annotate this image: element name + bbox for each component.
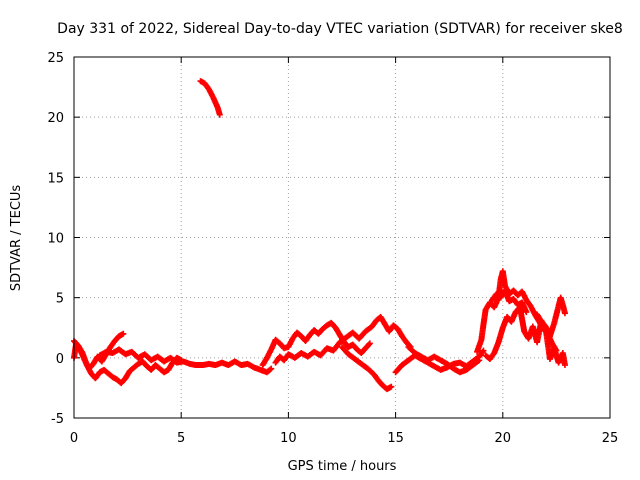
- x-tick-label: 25: [602, 431, 619, 446]
- series-arc-k: [534, 294, 568, 340]
- data-points: [71, 78, 568, 393]
- y-tick-label: 5: [56, 292, 64, 307]
- series-arc-high: [197, 78, 223, 118]
- chart-title: Day 331 of 2022, Sidereal Day-to-day VTE…: [57, 21, 623, 37]
- series-arc-f: [339, 344, 395, 393]
- x-axis-label: GPS time / hours: [288, 459, 397, 474]
- x-tick-label: 20: [495, 431, 512, 446]
- y-tick-label: 15: [47, 171, 64, 186]
- grid: [74, 57, 610, 418]
- y-axis-label: SDTVAR / TECUs: [9, 185, 24, 292]
- x-tick-label: 15: [387, 431, 404, 446]
- series-arc-j: [482, 304, 568, 369]
- series-arc-h: [405, 344, 483, 376]
- series-arc-d: [259, 319, 373, 369]
- y-tick-label: -5: [51, 412, 64, 427]
- y-tick-label: 10: [47, 232, 64, 247]
- plot-frame: [73, 56, 611, 419]
- x-tick-label: 10: [280, 431, 297, 446]
- series-arc-e: [272, 313, 414, 366]
- series-arc-l: [489, 287, 530, 316]
- ticks: 0 5 10 15 20 25 -5 0 5 10 15 20 25: [47, 51, 618, 446]
- y-tick-label: 20: [47, 111, 64, 126]
- x-tick-label: 5: [177, 431, 185, 446]
- x-tick-label: 0: [70, 431, 78, 446]
- y-tick-label: 25: [47, 51, 64, 66]
- series-arc-c: [96, 346, 275, 376]
- y-tick-label: 0: [56, 352, 64, 367]
